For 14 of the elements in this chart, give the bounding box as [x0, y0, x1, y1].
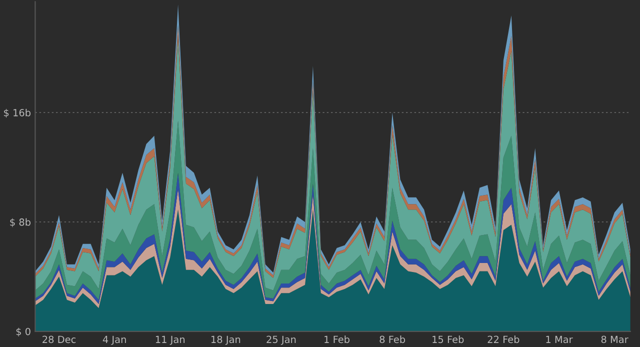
x-tick-label: 8 Feb — [380, 336, 406, 344]
x-tick-label: 1 Feb — [324, 336, 350, 344]
x-tick-label: 4 Jan — [102, 336, 126, 345]
y-tick-label: $ 0 — [16, 328, 30, 337]
x-tick-label: 1 Mar — [546, 336, 573, 344]
x-tick-label: 15 Feb — [432, 336, 464, 344]
x-tick-label: 28 Dec — [42, 336, 76, 344]
x-tick-label: 11 Jan — [156, 336, 185, 345]
x-tick-label: 22 Feb — [488, 336, 520, 344]
x-tick-label: 8 Mar — [601, 336, 628, 344]
y-tick-label: $ 8b — [10, 218, 30, 228]
y-tick-label: $ 16b — [4, 108, 30, 118]
x-tick-label: 25 Jan — [266, 336, 296, 345]
x-tick-label: 18 Jan — [212, 336, 240, 345]
